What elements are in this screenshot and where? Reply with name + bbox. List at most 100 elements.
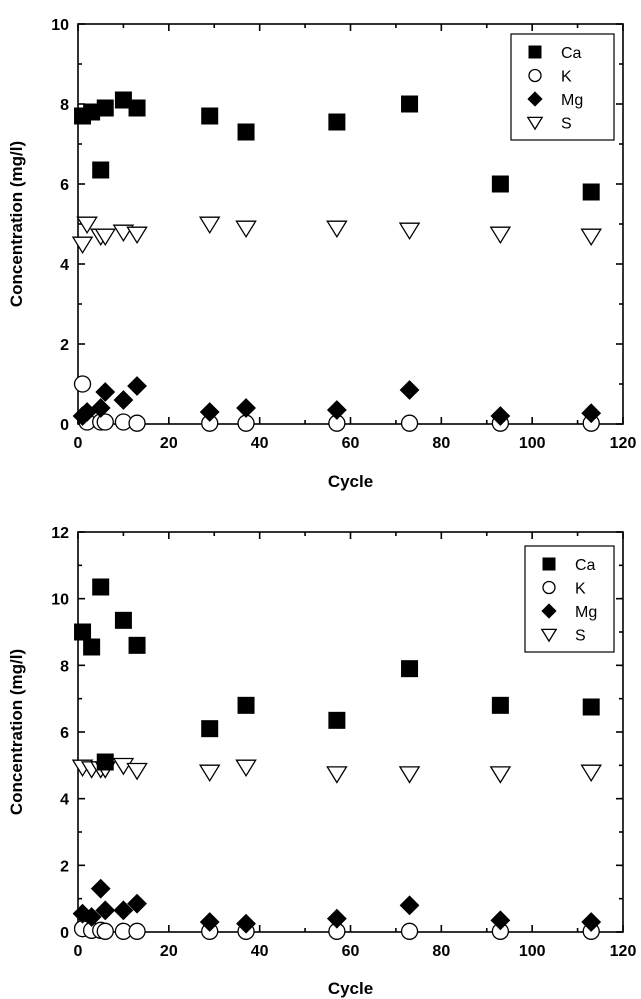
data-point-s <box>489 226 512 245</box>
data-point-s <box>198 764 221 783</box>
data-point-s <box>126 226 148 245</box>
legend-marker-mg <box>527 91 543 107</box>
legend-marker-s <box>540 628 558 643</box>
data-point-s <box>235 759 257 778</box>
y-axis-title: Concentration (mg/l) <box>7 649 26 815</box>
data-point-k <box>400 414 419 432</box>
data-point-s <box>71 236 94 255</box>
data-point-mg <box>127 893 147 914</box>
y-tick-label: 10 <box>51 592 69 609</box>
data-point-mg <box>326 400 347 420</box>
y-tick-label: 8 <box>60 97 69 114</box>
legend-label-k: K <box>575 581 586 598</box>
data-point-ca <box>401 660 419 678</box>
legend-label-mg: Mg <box>561 92 583 109</box>
data-point-k <box>400 922 419 940</box>
data-point-ca <box>582 698 600 716</box>
legend-marker-ca <box>542 557 556 571</box>
y-tick-label: 2 <box>60 858 69 875</box>
data-point-mg <box>199 402 220 422</box>
legend-label-ca: Ca <box>561 45 582 62</box>
data-point-mg <box>490 910 511 931</box>
data-point-ca <box>128 99 146 117</box>
x-tick-label: 100 <box>519 435 546 452</box>
data-point-ca <box>328 711 346 729</box>
legend-marker-mg <box>541 603 557 619</box>
data-point-k <box>128 414 146 432</box>
data-point-mg <box>95 382 116 402</box>
data-point-k <box>128 922 146 940</box>
data-point-mg <box>90 398 111 418</box>
series-ca <box>74 578 600 771</box>
x-tick-label: 80 <box>432 943 450 960</box>
data-point-s <box>94 228 117 247</box>
data-point-mg <box>581 912 602 932</box>
y-tick-label: 6 <box>60 725 69 742</box>
x-tick-label: 120 <box>610 435 637 452</box>
legend: Ca K Mg S <box>510 33 615 141</box>
y-axis-title: Concentration (mg/l) <box>7 141 26 307</box>
data-point-ca <box>237 696 255 714</box>
data-point-mg <box>81 907 102 927</box>
y-tick-label: 6 <box>60 177 69 194</box>
data-point-ca <box>96 99 114 117</box>
data-point-s <box>398 222 421 241</box>
series-mg <box>72 878 602 934</box>
data-point-s <box>580 228 602 247</box>
legend-label-ca: Ca <box>575 557 596 574</box>
x-axis-title: Cycle <box>328 472 373 491</box>
data-point-mg <box>113 900 134 921</box>
legend: Ca K Mg S <box>524 545 615 653</box>
data-point-s <box>126 762 148 781</box>
data-point-ca <box>201 720 219 738</box>
x-tick-label: 20 <box>160 943 178 960</box>
data-point-ca <box>401 95 419 113</box>
legend-box <box>524 545 615 653</box>
legend-marker-s <box>526 116 544 131</box>
series-s <box>71 216 602 255</box>
data-point-s <box>235 220 257 239</box>
y-tick-label: 4 <box>60 792 69 809</box>
x-tick-label: 0 <box>74 943 83 960</box>
data-point-mg <box>399 895 420 916</box>
legend-label-k: K <box>561 69 572 86</box>
data-point-s <box>326 766 348 784</box>
data-point-mg <box>581 403 602 424</box>
chart-panel-1: 0 20 40 60 80 100 120 0 2 4 6 8 10 Cycle Concentration… <box>7 17 636 491</box>
data-point-s <box>398 766 421 784</box>
data-point-mg <box>199 912 220 932</box>
data-point-ca <box>237 123 255 141</box>
data-point-mg <box>90 878 111 899</box>
x-tick-label: 60 <box>342 943 360 960</box>
legend-marker-k <box>542 580 556 595</box>
data-point-s <box>580 764 602 783</box>
legend-marker-k <box>528 68 542 83</box>
data-point-ca <box>328 113 346 131</box>
data-point-mg <box>326 908 347 929</box>
data-point-mg <box>95 900 116 921</box>
x-tick-label: 80 <box>432 435 450 452</box>
y-tick-label: 0 <box>60 925 69 942</box>
x-axis-title: Cycle <box>328 979 373 998</box>
data-point-ca <box>491 175 509 193</box>
x-tick-label: 40 <box>251 435 269 452</box>
data-point-s <box>112 757 135 776</box>
data-point-ca <box>83 638 101 656</box>
legend-label-mg: Mg <box>575 604 597 621</box>
data-point-mg <box>113 390 134 410</box>
data-point-k <box>96 922 114 940</box>
data-point-ca <box>128 636 146 654</box>
series-ca <box>74 91 600 201</box>
y-tick-label: 2 <box>60 337 69 354</box>
data-point-mg <box>490 406 511 426</box>
data-point-ca <box>92 161 110 179</box>
y-tick-label: 12 <box>51 525 69 542</box>
data-point-mg <box>236 913 256 934</box>
data-point-ca <box>96 753 114 771</box>
data-point-k <box>73 375 92 393</box>
data-point-s <box>489 766 512 784</box>
series-mg <box>72 376 602 426</box>
y-tick-label: 0 <box>60 417 69 434</box>
x-tick-label: 20 <box>160 435 178 452</box>
